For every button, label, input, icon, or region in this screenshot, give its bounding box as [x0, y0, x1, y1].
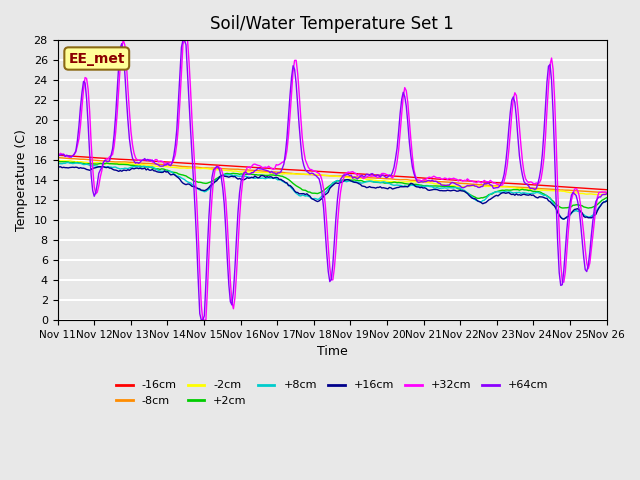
-2cm: [294, 171, 301, 177]
-2cm: [603, 192, 611, 197]
Line: -2cm: -2cm: [58, 161, 607, 195]
Line: -8cm: -8cm: [58, 157, 607, 192]
-2cm: [236, 169, 243, 175]
+32cm: [603, 190, 611, 195]
+64cm: [121, 71, 129, 76]
-8cm: [603, 190, 611, 195]
+64cm: [297, 141, 305, 147]
+2cm: [218, 173, 225, 179]
+32cm: [122, 60, 130, 66]
+16cm: [219, 172, 227, 178]
+8cm: [603, 197, 611, 203]
-16cm: [218, 163, 225, 168]
-16cm: [121, 156, 129, 162]
-8cm: [246, 168, 254, 173]
+32cm: [248, 163, 255, 169]
+16cm: [575, 207, 583, 213]
+64cm: [239, 173, 246, 179]
-2cm: [594, 192, 602, 198]
+2cm: [584, 205, 592, 211]
+32cm: [239, 179, 246, 185]
Title: Soil/Water Temperature Set 1: Soil/Water Temperature Set 1: [210, 15, 454, 33]
Y-axis label: Temperature (C): Temperature (C): [15, 129, 28, 231]
-2cm: [572, 190, 580, 196]
+8cm: [246, 174, 254, 180]
+16cm: [246, 175, 254, 181]
-2cm: [54, 158, 61, 164]
Line: +8cm: +8cm: [58, 163, 607, 219]
+16cm: [54, 164, 61, 170]
+16cm: [100, 164, 108, 169]
+2cm: [245, 171, 253, 177]
+8cm: [65, 160, 72, 166]
Text: EE_met: EE_met: [68, 51, 125, 65]
+8cm: [54, 161, 61, 167]
-16cm: [572, 185, 580, 191]
Line: +2cm: +2cm: [58, 162, 607, 208]
+64cm: [603, 191, 611, 197]
+8cm: [295, 193, 303, 199]
-16cm: [236, 164, 243, 169]
+8cm: [219, 172, 227, 178]
+2cm: [236, 171, 243, 177]
-8cm: [55, 155, 63, 160]
+16cm: [603, 198, 611, 204]
Legend: -16cm, -8cm, -2cm, +2cm, +8cm, +16cm, +32cm, +64cm: -16cm, -8cm, -2cm, +2cm, +8cm, +16cm, +3…: [111, 376, 553, 410]
-16cm: [54, 152, 61, 158]
+64cm: [220, 201, 228, 207]
-16cm: [294, 167, 301, 173]
-16cm: [245, 164, 253, 170]
+2cm: [603, 195, 611, 201]
Line: -16cm: -16cm: [58, 155, 607, 190]
+32cm: [120, 37, 127, 43]
-8cm: [295, 171, 303, 177]
+64cm: [198, 317, 205, 323]
+2cm: [54, 159, 61, 165]
-2cm: [218, 167, 225, 173]
+16cm: [560, 216, 568, 222]
+16cm: [237, 176, 245, 182]
+32cm: [575, 192, 583, 198]
+32cm: [199, 317, 207, 323]
+64cm: [179, 37, 187, 43]
+8cm: [237, 173, 245, 179]
+2cm: [294, 184, 301, 190]
-8cm: [122, 159, 130, 165]
-16cm: [603, 187, 611, 192]
Line: +64cm: +64cm: [58, 40, 607, 320]
+32cm: [220, 182, 228, 188]
-2cm: [121, 160, 129, 166]
+64cm: [248, 170, 255, 176]
+64cm: [575, 206, 583, 212]
X-axis label: Time: Time: [317, 345, 348, 359]
+2cm: [572, 202, 580, 208]
+8cm: [560, 216, 568, 222]
+2cm: [121, 162, 129, 168]
+32cm: [297, 114, 305, 120]
-8cm: [54, 155, 61, 160]
-8cm: [219, 166, 227, 171]
-8cm: [573, 188, 581, 194]
+16cm: [295, 191, 303, 197]
Line: +32cm: +32cm: [58, 40, 607, 320]
+16cm: [122, 168, 130, 173]
-8cm: [237, 167, 245, 172]
+8cm: [122, 166, 130, 171]
+8cm: [575, 209, 583, 215]
-2cm: [245, 169, 253, 175]
+32cm: [54, 153, 61, 158]
+64cm: [54, 152, 61, 158]
Line: +16cm: +16cm: [58, 167, 607, 219]
